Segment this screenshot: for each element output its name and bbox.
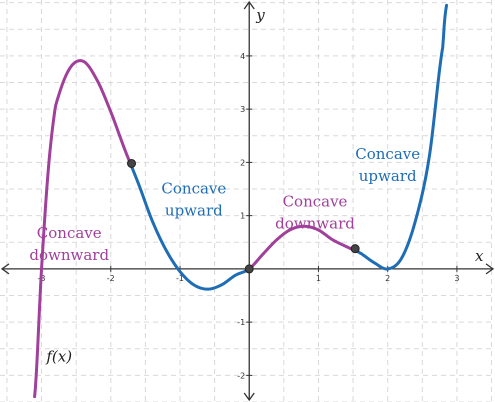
y-tick-label: 3 bbox=[240, 105, 245, 114]
y-tick-label: -2 bbox=[237, 371, 245, 380]
y-axis-arrow-down bbox=[243, 392, 255, 402]
y-axis-arrow-up bbox=[243, 0, 255, 10]
y-axis-label: y bbox=[255, 6, 265, 24]
x-tick-label: 2 bbox=[385, 274, 390, 283]
function-curve bbox=[33, 3, 449, 399]
inflection-point bbox=[127, 158, 137, 168]
x-tick-label: -1 bbox=[176, 274, 184, 283]
annotation-line: Concave bbox=[161, 179, 226, 197]
inflection-points bbox=[127, 158, 360, 274]
curve-segment-upward bbox=[130, 164, 251, 291]
x-tick-label: -2 bbox=[107, 274, 115, 283]
annotations: Concave downward Concave upward Concave downw… bbox=[29, 145, 420, 264]
annotation-line: Concave bbox=[355, 145, 420, 163]
annotation-concave-downward: Concave downward bbox=[275, 193, 355, 233]
annotation-line: Concave bbox=[283, 193, 348, 211]
inflection-point bbox=[350, 244, 360, 254]
annotation-line: Concave bbox=[37, 224, 102, 242]
x-axis-arrow-left bbox=[0, 263, 10, 275]
inflection-point bbox=[244, 264, 254, 274]
y-tick-label: 2 bbox=[240, 158, 245, 167]
x-axis-label: x bbox=[475, 247, 484, 265]
annotation-concave-downward: Concave downward bbox=[29, 224, 109, 264]
x-axis-arrow-right bbox=[485, 263, 495, 275]
curve-segment-upward bbox=[353, 3, 449, 271]
annotation-line: downward bbox=[275, 215, 355, 233]
x-tick-label: 1 bbox=[316, 274, 321, 283]
annotation-line: upward bbox=[165, 201, 223, 219]
function-label: f(x) bbox=[45, 348, 72, 366]
x-tick-label: 3 bbox=[454, 274, 459, 283]
annotation-concave-upward: Concave upward bbox=[161, 179, 226, 219]
annotation-concave-upward: Concave upward bbox=[355, 145, 420, 185]
y-tick-label: 4 bbox=[240, 52, 245, 61]
curve-segment-downward bbox=[247, 224, 357, 271]
y-tick-label: 1 bbox=[240, 212, 245, 221]
y-tick-label: -1 bbox=[237, 318, 245, 327]
curve-segment-downward bbox=[33, 59, 134, 399]
annotation-line: upward bbox=[359, 167, 417, 185]
annotation-line: downward bbox=[29, 246, 109, 264]
